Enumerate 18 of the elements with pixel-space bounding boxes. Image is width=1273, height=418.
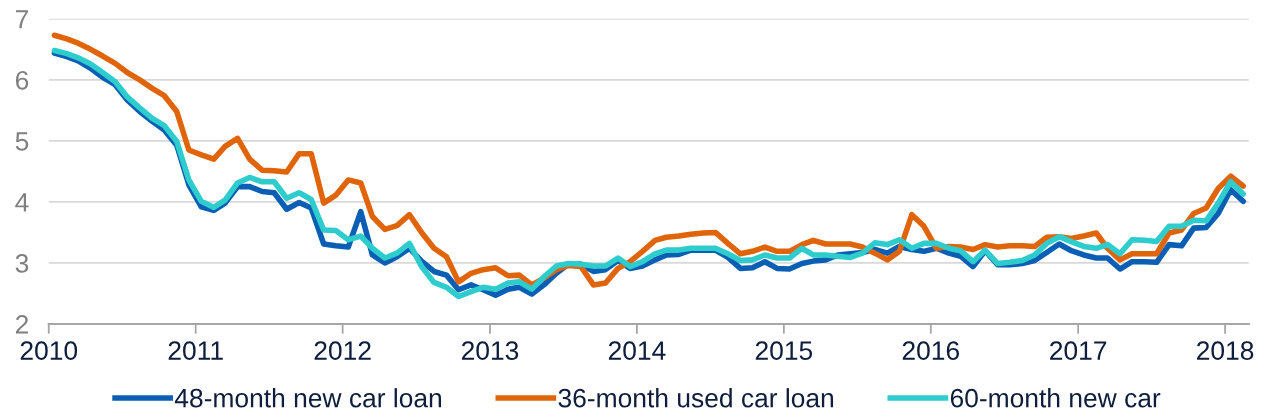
y-tick-label: 6 xyxy=(15,70,29,90)
x-tick-label: 2012 xyxy=(314,341,371,360)
y-tick-label: 2 xyxy=(15,315,28,334)
legend-label: 60-month new car xyxy=(950,388,1161,408)
y-tick-label: 7 xyxy=(15,10,28,29)
x-tick-label: 2011 xyxy=(168,341,223,360)
x-tick-label: 2016 xyxy=(902,341,959,360)
x-tick-label: 2010 xyxy=(20,341,78,360)
y-tick-label: 5 xyxy=(15,132,29,151)
legend-label: 36-month used car loan xyxy=(558,388,834,408)
x-tick-label: 2017 xyxy=(1050,341,1107,360)
y-tick-label: 4 xyxy=(15,193,29,212)
x-tick-label: 2013 xyxy=(461,341,519,360)
x-tick-label: 2015 xyxy=(755,341,813,360)
legend-label: 48-month new car loan xyxy=(174,388,442,408)
y-tick-label: 3 xyxy=(15,254,29,273)
x-tick-label: 2018 xyxy=(1197,341,1254,360)
x-tick-label: 2014 xyxy=(608,341,666,360)
